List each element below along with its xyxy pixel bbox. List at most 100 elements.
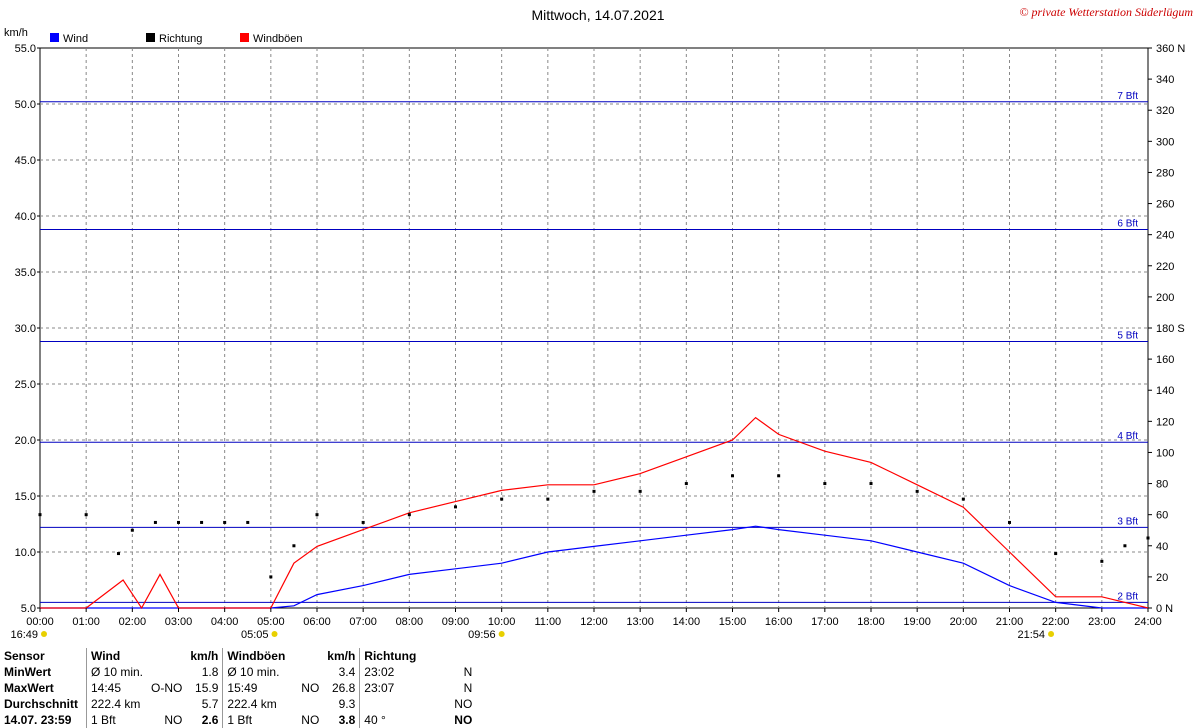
stats-dir-value: NO [454, 713, 473, 727]
y2-tick-label: 40 [1156, 541, 1168, 553]
stats-wind-dir: NO [164, 713, 183, 727]
beaufort-label: 3 Bft [1117, 516, 1138, 527]
y-tick-label: 15.0 [15, 491, 36, 503]
direction-point [500, 497, 504, 501]
y-axis-left: 5.0 10.0 15.0 20.0 25.0 30.0 35.0 40.0 45.0 50.0 5… [15, 43, 40, 615]
stats-dir-time: 23:07 [359, 680, 429, 696]
legend: Wind Richtung Windböen [50, 33, 303, 45]
stats-wind-info: Ø 10 min. [86, 664, 148, 680]
x-tick-label: 09:00 [442, 616, 470, 628]
x-tick-label: 20:00 [950, 616, 978, 628]
legend-label-gusts: Windböen [253, 33, 303, 45]
stats-wind-dir [147, 696, 186, 712]
direction-point [38, 513, 42, 517]
direction-point [84, 513, 88, 517]
direction-point [869, 482, 873, 486]
stats-row-label: MinWert [4, 665, 52, 679]
stats-gust-dir [289, 664, 323, 680]
x-tick-label: 07:00 [349, 616, 377, 628]
y-tick-label: 10.0 [15, 547, 36, 559]
stats-dir-value: N [463, 681, 473, 695]
x-axis: 00:00 01:00 02:00 03:00 04:00 05:00 06:00 07:00… [26, 608, 1162, 628]
legend-swatch-wind [50, 33, 59, 42]
stats-row-average: Durchschnitt 222.4 km 5.7 222.4 km 9.3 N… [0, 696, 476, 712]
sun-marker-icon [271, 631, 278, 637]
stats-wind-value: 1.8 [201, 665, 219, 679]
x-tick-label: 24:00 [1134, 616, 1162, 628]
direction-point [1123, 544, 1127, 548]
stats-gust-value: 9.3 [338, 697, 356, 711]
beaufort-label: 5 Bft [1117, 330, 1138, 341]
y2-tick-label: 280 [1156, 167, 1174, 179]
stats-dir-time: 40 ° [359, 712, 429, 728]
stats-wind-info: 14:45 [86, 680, 148, 696]
direction-point [292, 544, 296, 548]
direction-point [961, 497, 965, 501]
direction-point [454, 505, 457, 509]
sun-marker-label: 05:05 [241, 629, 269, 641]
stats-row-label: MaxWert [4, 681, 54, 695]
x-tick-label: 19:00 [903, 616, 931, 628]
direction-point [361, 520, 365, 524]
stats-dir-time [359, 696, 429, 712]
y-tick-label: 35.0 [15, 267, 36, 279]
stats-wind-value: 2.6 [201, 713, 219, 727]
stats-header-gusts: Windböen [222, 648, 290, 664]
y-tick-label: 55.0 [15, 43, 36, 55]
direction-point [223, 520, 227, 524]
copyright-label: © private Wetterstation Süderlügum [1019, 5, 1193, 19]
stats-dir-time: 23:02 [359, 664, 429, 680]
stats-wind-info: 1 Bft [86, 712, 148, 728]
x-tick-label: 16:00 [765, 616, 793, 628]
x-tick-label: 02:00 [119, 616, 147, 628]
legend-label-direction: Richtung [159, 33, 202, 45]
beaufort-label: 4 Bft [1117, 431, 1138, 442]
grid-lines [40, 48, 1148, 608]
stats-header-direction-value [428, 648, 476, 664]
x-tick-label: 12:00 [580, 616, 608, 628]
stats-gust-dir: NO [301, 681, 320, 695]
stats-gust-info: 1 Bft [222, 712, 290, 728]
stats-wind-dir: O-NO [151, 681, 183, 695]
sun-marker-label: 09:56 [468, 629, 496, 641]
stats-wind-info: 222.4 km [86, 696, 148, 712]
stats-header-sensor: Sensor [4, 649, 45, 663]
direction-point [592, 489, 596, 493]
stats-gust-value: 3.4 [338, 665, 356, 679]
legend-swatch-gusts [240, 33, 249, 42]
stats-gust-value: 26.8 [331, 681, 356, 695]
stats-row-label: 14.07. 23:59 [4, 713, 72, 727]
wind-series-line [40, 525, 1148, 609]
x-tick-label: 14:00 [673, 616, 701, 628]
stats-wind-dir [147, 664, 186, 680]
stats-gust-info: Ø 10 min. [222, 664, 290, 680]
y-tick-label: 50.0 [15, 99, 36, 111]
direction-point [684, 482, 688, 486]
stats-row-current: 14.07. 23:59 1 Bft NO 2.6 1 Bft NO 3.8 4… [0, 712, 476, 728]
direction-point [1100, 559, 1104, 563]
direction-point [638, 489, 642, 493]
x-tick-label: 21:00 [996, 616, 1024, 628]
stats-row-label: Durchschnitt [4, 697, 79, 711]
gust-series-line [40, 416, 1149, 610]
y2-tick-label: 200 [1156, 292, 1174, 304]
direction-point [915, 489, 919, 493]
direction-point [1146, 536, 1150, 540]
y2-tick-label: 300 [1156, 136, 1174, 148]
stats-dir-value: NO [454, 697, 473, 711]
x-tick-label: 15:00 [719, 616, 747, 628]
beaufort-label: 6 Bft [1117, 218, 1138, 229]
series-group [38, 416, 1150, 610]
x-tick-label: 03:00 [165, 616, 193, 628]
beaufort-lines: 2 Bft 3 Bft 4 Bft 5 Bft 6 Bft 7 Bft [40, 91, 1148, 603]
direction-point [130, 528, 134, 532]
direction-point [777, 474, 781, 478]
y2-tick-label: 360 N [1156, 43, 1185, 55]
x-tick-label: 05:00 [257, 616, 285, 628]
x-tick-label: 23:00 [1088, 616, 1116, 628]
y-tick-label: 40.0 [15, 211, 36, 223]
sun-markers: 16:49 05:05 09:56 21:54 [10, 629, 1055, 641]
direction-point [246, 520, 250, 524]
x-tick-label: 08:00 [396, 616, 424, 628]
direction-point [177, 520, 180, 524]
